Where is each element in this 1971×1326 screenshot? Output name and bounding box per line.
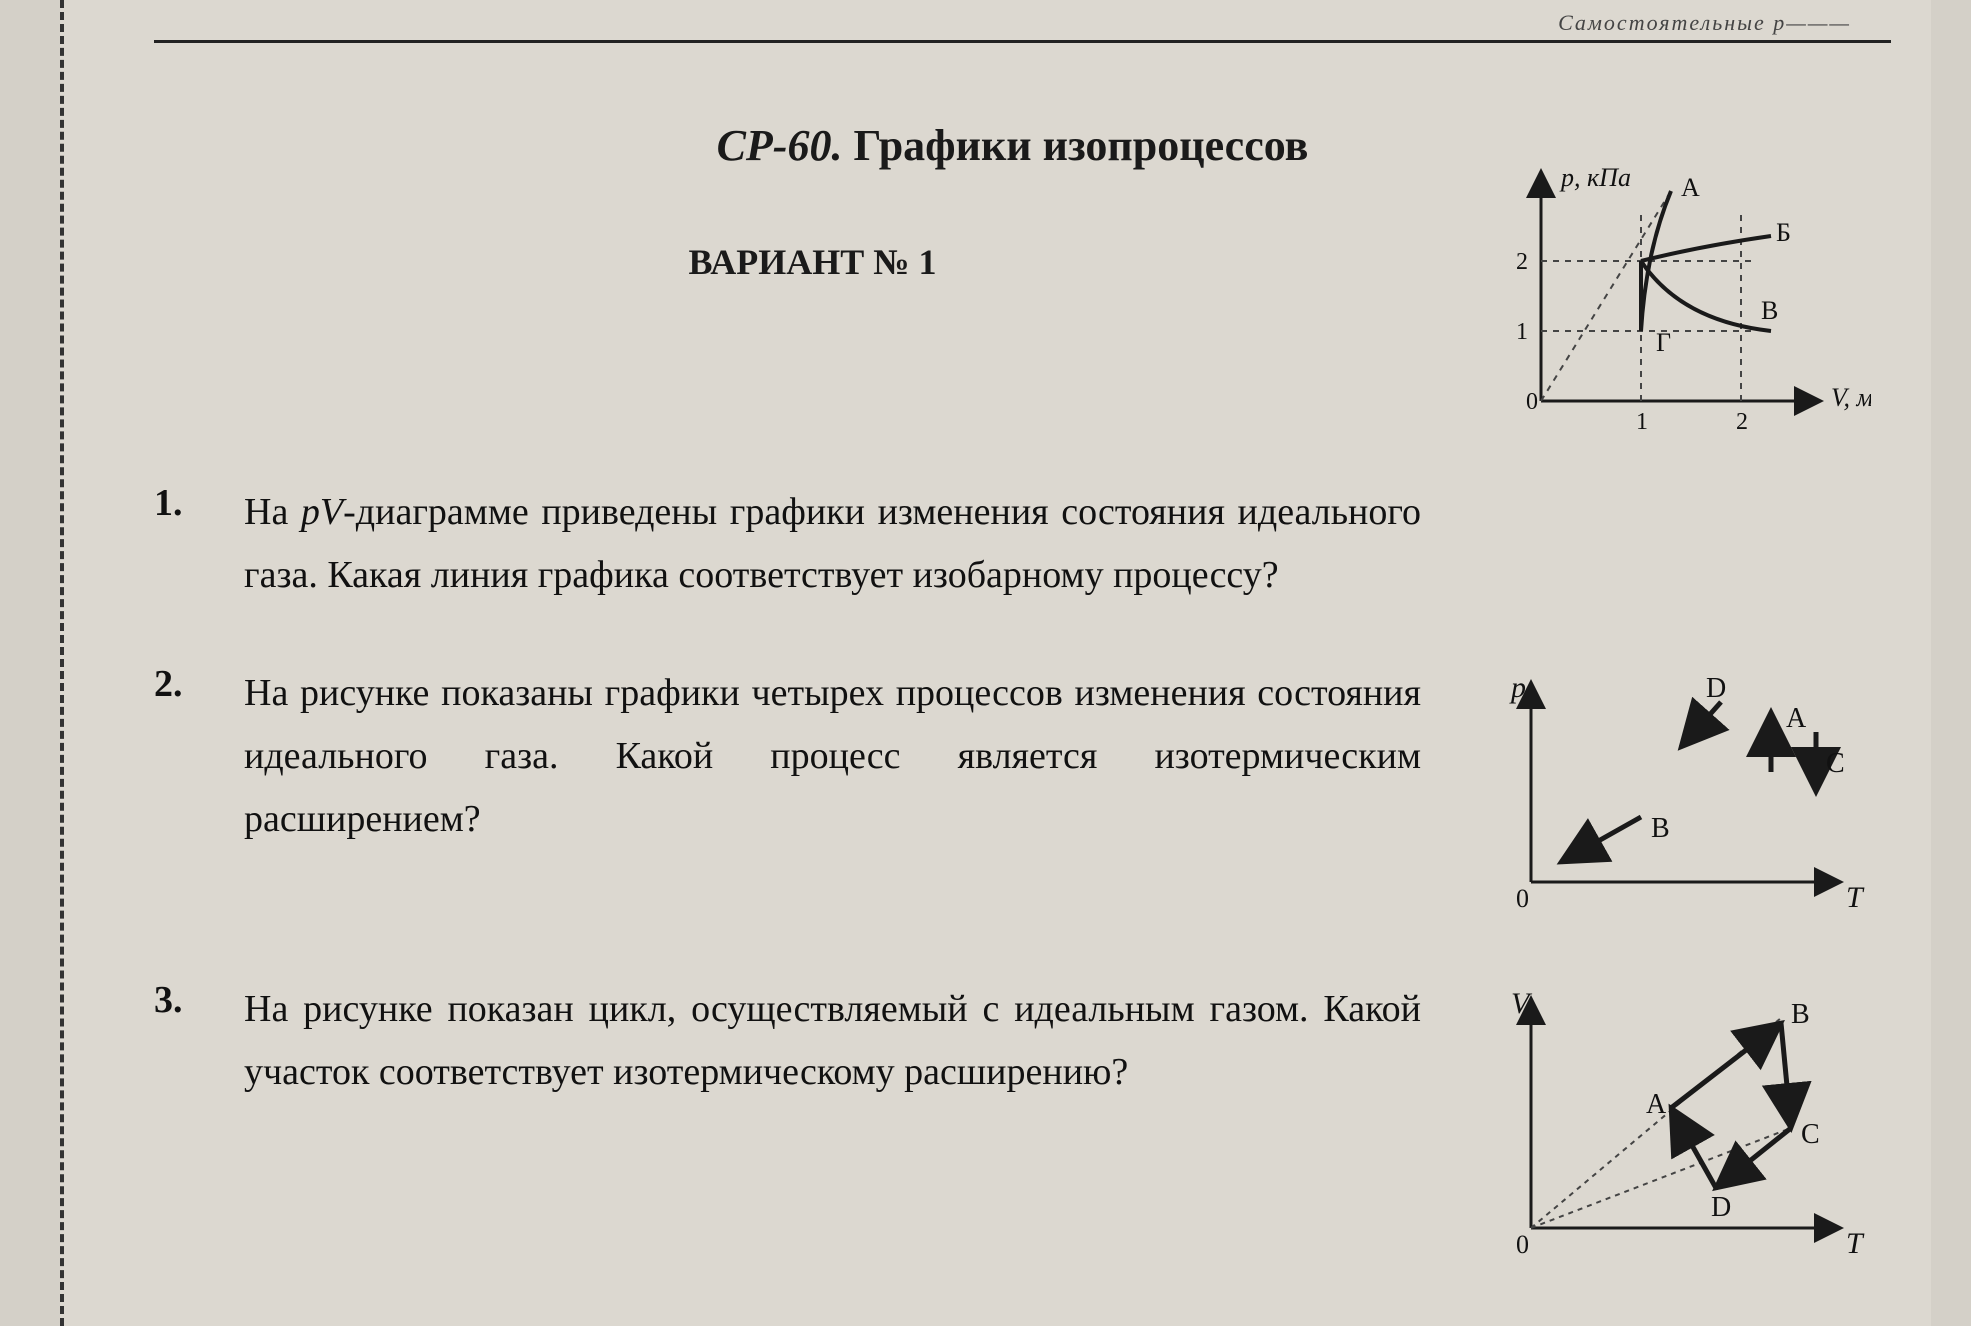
svg-text:В: В [1761, 296, 1778, 325]
svg-text:D: D [1706, 673, 1726, 704]
question-text: На pV-диаграмме приведены графики измене… [244, 481, 1441, 606]
running-header: Самостоятельные р——— [1558, 10, 1851, 36]
question-1: 1. На pV-диаграмме приведены графики изм… [154, 481, 1871, 606]
svg-text:2: 2 [1516, 249, 1528, 275]
question-text: На рисунке показаны графики четырех проц… [244, 662, 1441, 850]
svg-text:D: D [1711, 1192, 1731, 1223]
figure-2: p T 0 A B C D [1471, 662, 1871, 922]
svg-text:B: B [1791, 999, 1810, 1030]
svg-text:1: 1 [1516, 319, 1528, 345]
svg-text:T: T [1846, 1227, 1865, 1260]
top-rule [154, 40, 1891, 43]
svg-text:T: T [1846, 881, 1865, 914]
svg-text:0: 0 [1526, 389, 1538, 415]
svg-text:1: 1 [1636, 409, 1648, 435]
svg-text:А: А [1681, 173, 1700, 202]
question-3: 3. На рисунке показан цикл, осуществляем… [154, 978, 1871, 1268]
figure-3: V T 0 A B C D [1471, 978, 1871, 1268]
worksheet-page: Самостоятельные р——— СР-60. Графики изоп… [60, 0, 1931, 1326]
svg-text:p: p [1509, 671, 1526, 704]
variant-heading: ВАРИАНТ № 1 [154, 241, 1471, 283]
question-2: 2. На рисунке показаны графики четырех п… [154, 662, 1871, 922]
svg-text:A: A [1646, 1089, 1667, 1120]
question-number: 2. [154, 662, 214, 706]
svg-text:Б: Б [1776, 218, 1791, 247]
svg-text:0: 0 [1516, 1230, 1529, 1259]
svg-text:C: C [1801, 1119, 1820, 1150]
figure-1: p, кПа V, м³ 0 1 2 1 2 А Б В Г [1471, 151, 1871, 451]
svg-text:0: 0 [1516, 884, 1529, 913]
question-number: 1. [154, 481, 214, 525]
svg-text:B: B [1651, 813, 1670, 844]
svg-text:V, м³: V, м³ [1831, 383, 1871, 412]
svg-text:p, кПа: p, кПа [1559, 163, 1631, 192]
question-text: На рисунке показан цикл, осуществляемый … [244, 978, 1441, 1103]
svg-text:Г: Г [1656, 328, 1671, 357]
svg-text:2: 2 [1736, 409, 1748, 435]
svg-text:A: A [1786, 703, 1807, 734]
svg-text:C: C [1826, 748, 1845, 779]
question-number: 3. [154, 978, 214, 1022]
